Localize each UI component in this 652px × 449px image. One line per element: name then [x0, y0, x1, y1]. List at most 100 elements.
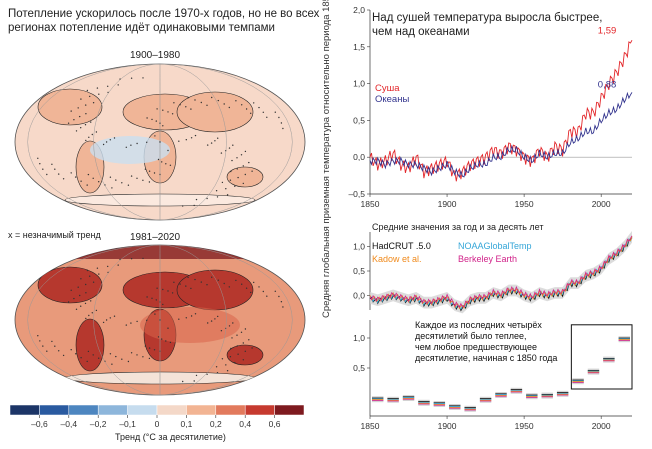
- uncertainty-band: [370, 231, 632, 314]
- map-nonsig-dot: [216, 372, 219, 374]
- map-nonsig-dot: [98, 273, 100, 275]
- map-nonsig-dot: [228, 325, 231, 327]
- map-nonsig-dot: [109, 353, 112, 355]
- map-nonsig-dot: [80, 127, 82, 129]
- decade-caption-line: чем любое предшествующее: [415, 342, 537, 352]
- map-nonsig-dot: [142, 257, 144, 260]
- map-nonsig-dot: [155, 299, 157, 301]
- map-nonsig-dot: [85, 292, 87, 294]
- map-nonsig-dot: [185, 139, 187, 141]
- map-nonsig-dot: [89, 95, 91, 98]
- map-nonsig-dot: [216, 196, 219, 198]
- y-axis-label: Средняя глобальная приземная температура…: [321, 0, 332, 318]
- map-nonsig-dot: [282, 306, 284, 308]
- map-nonsig-dot: [215, 190, 218, 192]
- colorbar-tick-label: –0,2: [90, 419, 107, 429]
- map-warm-patch: [140, 307, 240, 343]
- map-nonsig-dot: [92, 102, 95, 104]
- map-nonsig-dot: [154, 313, 156, 315]
- map-nonsig-dot: [225, 188, 227, 190]
- map-nonsig-dot: [228, 147, 231, 149]
- map-nonsig-dot: [214, 318, 216, 320]
- map-nonsig-dot: [70, 110, 72, 112]
- map-nonsig-dot: [144, 345, 147, 347]
- map-nonsig-dot: [130, 258, 133, 260]
- map-landmass: [226, 166, 264, 188]
- map-nonsig-dot: [85, 317, 87, 320]
- map-nonsig-dot: [220, 152, 223, 154]
- map-nonsig-dot: [146, 319, 148, 321]
- map-nonsig-dot: [206, 104, 208, 107]
- map-clipped: [15, 245, 305, 395]
- map-1981-2020: [14, 244, 306, 396]
- map-nonsig-dot: [157, 336, 160, 338]
- map-nonsig-dot: [232, 144, 234, 146]
- map-nonsig-dot: [105, 141, 108, 143]
- map-nonsig-dot: [162, 125, 164, 127]
- map-nonsig-dot: [223, 282, 225, 285]
- map-nonsig-dot: [210, 320, 213, 322]
- map-nonsig-dot: [206, 373, 208, 375]
- map-meridian: [159, 245, 161, 395]
- map-nonsig-dot: [90, 300, 92, 302]
- decadal-chart: 0,5 1,0 1850 1900 1950 2000 Каждое из последни…: [353, 320, 633, 431]
- map-nonsig-dot: [179, 104, 181, 106]
- map-landmass: [64, 371, 256, 385]
- map-nonsig-dot: [136, 354, 138, 356]
- map-landmass: [176, 269, 254, 311]
- map-nonsig-dot: [102, 321, 105, 324]
- map-nonsig-dot: [51, 340, 53, 343]
- map-nonsig-dot: [207, 322, 209, 324]
- colorbar-swatch: [127, 404, 158, 416]
- map-nonsig-dot: [86, 184, 88, 186]
- map-nonsig-dot: [130, 352, 133, 354]
- map-nonsig-dot: [190, 315, 193, 317]
- map-nonsig-dot: [79, 294, 81, 297]
- map-nonsig-dot: [210, 142, 213, 144]
- y-tick-label: 0,0: [353, 152, 365, 162]
- colorbar-swatch: [68, 404, 99, 416]
- map-nonsig-dot: [190, 287, 192, 290]
- x-tick-label: 1950: [515, 199, 534, 209]
- map-nonsig-dot: [278, 295, 280, 298]
- map-nonsig-dot: [107, 85, 109, 88]
- map-nonsig-dot: [70, 349, 72, 351]
- map-nonsig-dot: [242, 342, 244, 344]
- map-meridian: [27, 64, 293, 220]
- decade-caption-line: десятилетие, начиная с 1850 года: [415, 353, 557, 363]
- map-nonsig-dot: [58, 350, 60, 352]
- map-nonsig-dot: [54, 345, 56, 347]
- map-nonsig-dot: [148, 170, 151, 172]
- map-nonsig-dot: [206, 284, 208, 286]
- colorbar-swatch: [9, 404, 40, 416]
- map-nonsig-dot: [182, 380, 184, 383]
- map-nonsig-dot: [144, 168, 147, 170]
- chart2-title: Средние значения за год и за десять лет: [372, 222, 544, 232]
- map-nonsig-dot: [85, 104, 87, 106]
- x-tick-label: 1850: [361, 199, 380, 209]
- map-nonsig-dot: [86, 360, 88, 363]
- map-nonsig-dot: [130, 77, 133, 79]
- map-nonsig-dot: [173, 281, 175, 283]
- map-nonsig-dot: [195, 198, 198, 201]
- map-nonsig-dot: [229, 179, 232, 181]
- map-nonsig-dot: [142, 77, 144, 79]
- map-nonsig-dot: [153, 172, 156, 174]
- map-nonsig-dot: [105, 319, 108, 321]
- map-nonsig-dot: [274, 111, 276, 113]
- x-tick-label: 1950: [515, 421, 534, 431]
- map-nonsig-dot: [250, 291, 252, 294]
- chart1-title-line2: чем над океанами: [372, 26, 470, 38]
- map-nonsig-dot: [98, 93, 100, 95]
- legend-label: HadCRUT .5.0: [372, 241, 431, 251]
- map-nonsig-dot: [185, 317, 187, 319]
- map-nonsig-dot: [207, 144, 209, 146]
- map-nonsig-dot: [95, 309, 98, 312]
- map-nonsig-dot: [182, 205, 184, 207]
- map-nonsig-dot: [109, 176, 112, 178]
- map-nonsig-dot: [169, 164, 172, 166]
- map-nonsig-dot: [217, 137, 219, 139]
- map-landmass: [226, 344, 264, 366]
- map-nonsig-dot: [73, 297, 75, 300]
- map-nonsig-dot: [200, 281, 202, 283]
